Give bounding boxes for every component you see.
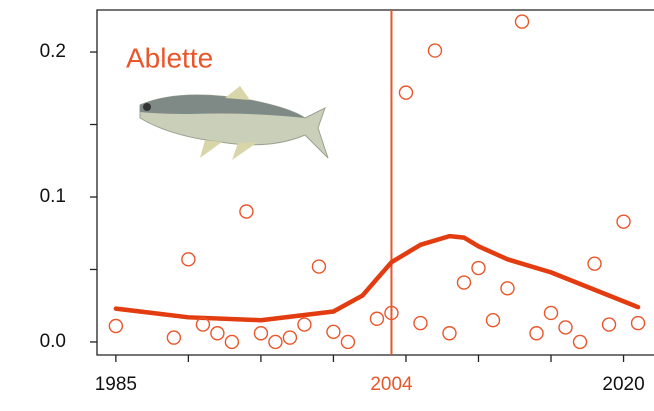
y-tick-label: 0.2 bbox=[40, 41, 66, 62]
smooth-line bbox=[113, 233, 641, 323]
data-point bbox=[413, 315, 428, 331]
chart-title: Ablette bbox=[126, 42, 213, 73]
data-point bbox=[572, 334, 588, 350]
data-point bbox=[485, 313, 501, 328]
data-point bbox=[268, 334, 283, 350]
data-point bbox=[369, 311, 385, 326]
y-tick-label: 0.0 bbox=[40, 331, 66, 352]
data-point bbox=[311, 259, 327, 274]
data-point bbox=[630, 315, 646, 331]
data-point bbox=[514, 14, 530, 29]
data-point bbox=[108, 318, 124, 334]
y-tick-label: 0.1 bbox=[40, 186, 66, 207]
data-point bbox=[442, 326, 457, 341]
data-point bbox=[500, 281, 515, 296]
data-point bbox=[558, 320, 573, 335]
data-point bbox=[326, 324, 341, 340]
data-point bbox=[543, 305, 559, 321]
data-point bbox=[616, 214, 631, 229]
data-point bbox=[427, 43, 443, 58]
data-point bbox=[282, 330, 298, 345]
data-point bbox=[340, 334, 356, 350]
data-point bbox=[384, 305, 399, 321]
data-point bbox=[471, 260, 486, 276]
data-point bbox=[239, 204, 254, 219]
vertical-line-label: 2004 bbox=[370, 374, 413, 395]
plot-frame bbox=[96, 9, 654, 356]
data-point bbox=[456, 275, 472, 290]
data-point bbox=[587, 256, 602, 271]
data-point bbox=[181, 252, 196, 267]
data-point bbox=[166, 330, 182, 345]
data-point bbox=[253, 326, 269, 341]
data-point bbox=[210, 326, 225, 341]
data-point bbox=[297, 317, 312, 332]
data-point bbox=[529, 326, 544, 341]
data-point bbox=[601, 317, 617, 332]
x-tick-label: 2020 bbox=[602, 374, 644, 395]
fish-illustration bbox=[139, 86, 329, 160]
data-point bbox=[195, 317, 211, 332]
data-point bbox=[398, 85, 414, 100]
x-tick-label: 1985 bbox=[95, 374, 137, 395]
data-point bbox=[224, 334, 240, 350]
